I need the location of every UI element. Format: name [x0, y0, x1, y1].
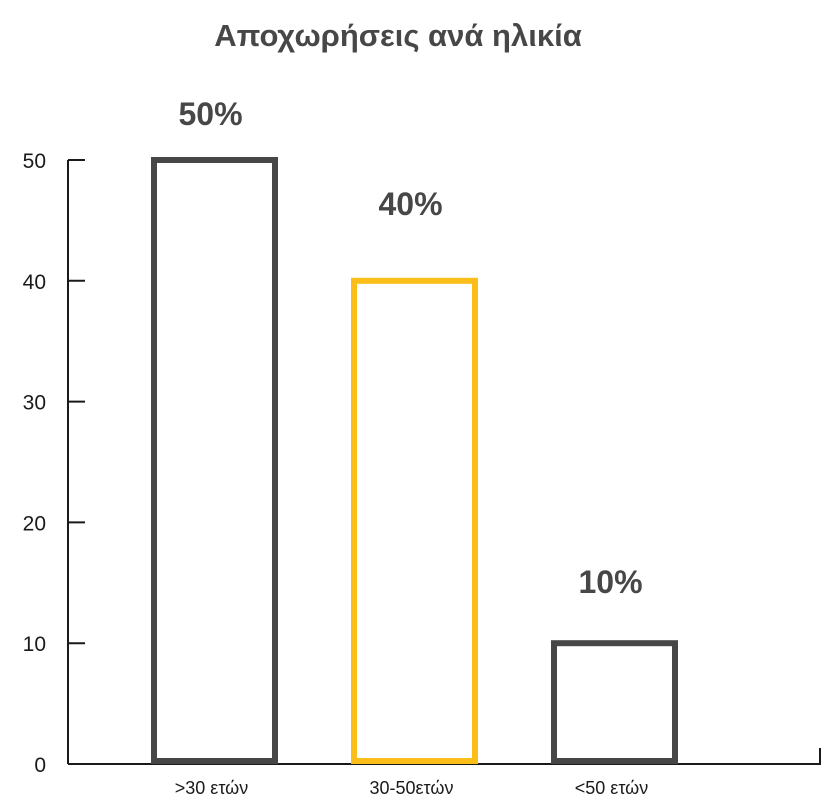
bar	[351, 277, 478, 764]
y-tick-label: 10	[23, 633, 46, 656]
bar	[551, 640, 678, 765]
category-label: <50 ετών	[575, 778, 648, 798]
category-labels: >30 ετών 30-50ετών <50 ετών	[175, 778, 648, 798]
data-label: 40%	[378, 186, 442, 222]
y-tick-label: 20	[23, 512, 46, 535]
y-ticks: 0 10 20 30 40 50	[23, 150, 85, 777]
bar	[151, 157, 278, 764]
data-labels: 50% 40% 10%	[178, 96, 642, 600]
y-tick-label: 40	[23, 271, 46, 294]
y-tick-label: 50	[23, 150, 46, 173]
y-tick-label: 0	[34, 754, 46, 777]
chart-title: Αποχωρήσεις ανά ηλικία	[214, 18, 582, 53]
category-label: >30 ετών	[175, 778, 248, 798]
bars	[151, 157, 678, 765]
category-label: 30-50ετών	[370, 778, 454, 798]
data-label: 10%	[578, 564, 642, 600]
data-label: 50%	[178, 96, 242, 132]
y-tick-label: 30	[23, 392, 46, 415]
